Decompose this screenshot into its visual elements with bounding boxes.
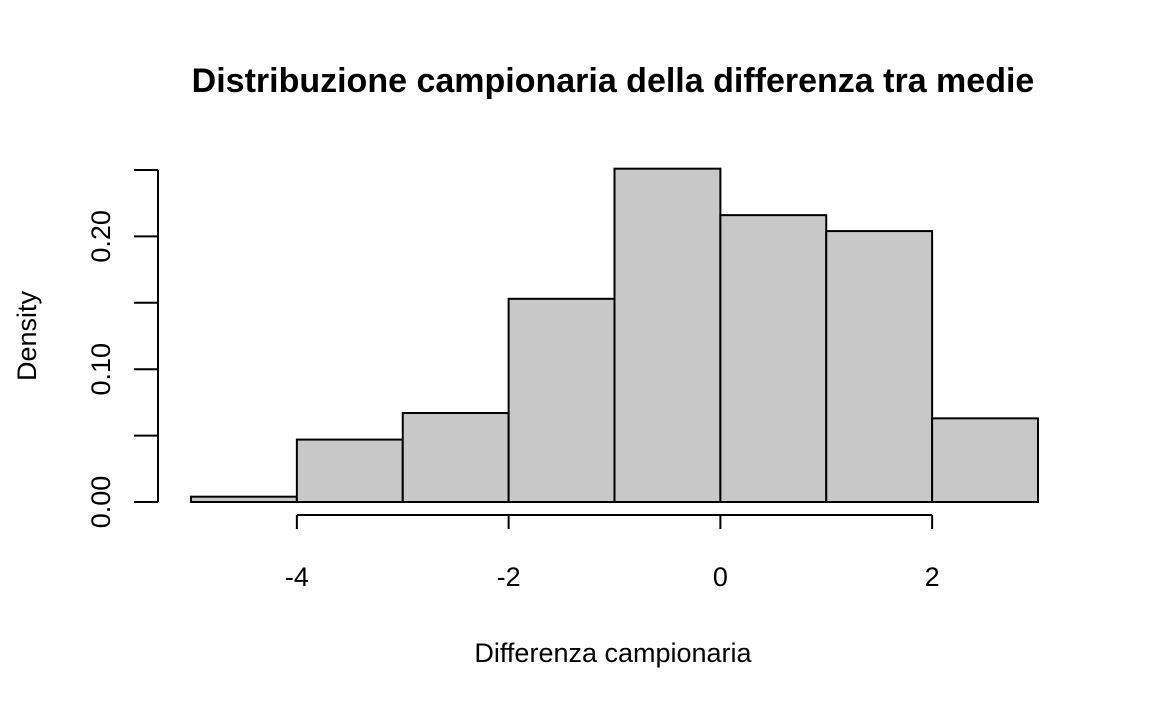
x-tick-label: 2 bbox=[925, 562, 940, 592]
x-tick-label: -4 bbox=[285, 562, 309, 592]
histogram-bar-1 bbox=[295, 438, 404, 504]
x-tick-label: 0 bbox=[713, 562, 728, 592]
y-axis: 0.00 0.10 0.20 bbox=[86, 169, 159, 529]
x-tick-label: -2 bbox=[497, 562, 521, 592]
chart-title: Distribuzione campionaria della differen… bbox=[192, 62, 1035, 100]
y-tick-label: 0.20 bbox=[86, 210, 116, 263]
y-tick-label: 0.00 bbox=[86, 476, 116, 529]
x-axis: -4 -2 0 2 bbox=[285, 514, 940, 592]
x-axis-label: Differenza campionaria bbox=[474, 638, 752, 668]
histogram-bar-4 bbox=[613, 167, 722, 503]
histogram-bar-0 bbox=[190, 495, 298, 503]
y-axis-label: Density bbox=[12, 290, 42, 381]
histogram-bar-2 bbox=[401, 412, 510, 503]
y-tick-label: 0.10 bbox=[86, 343, 116, 396]
histogram-bar-6 bbox=[825, 230, 934, 503]
bars-group bbox=[190, 167, 1039, 504]
histogram-bar-3 bbox=[507, 297, 616, 504]
histogram-bar-7 bbox=[931, 417, 1039, 503]
histogram-bar-5 bbox=[719, 214, 828, 503]
